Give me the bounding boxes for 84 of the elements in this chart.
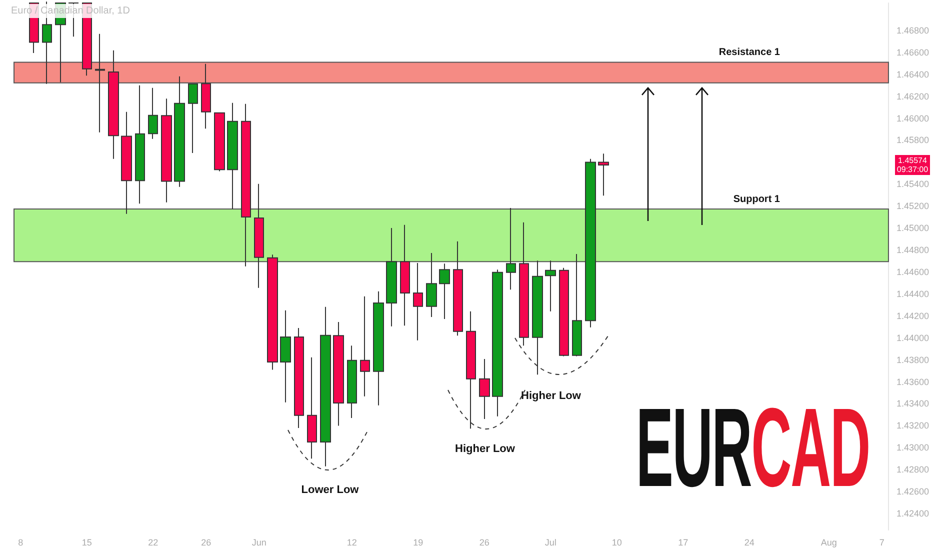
x-tick-label: 12 <box>346 538 357 548</box>
y-tick-label: 1.45800 <box>896 135 930 146</box>
band-label: Support 1 <box>733 194 780 205</box>
candlestick <box>214 112 225 172</box>
candlestick <box>254 183 264 288</box>
x-tick-label: Jun <box>252 538 266 548</box>
candlestick <box>108 50 119 160</box>
y-tick-label: 1.44800 <box>896 245 930 256</box>
candlestick <box>519 222 529 346</box>
candlestick <box>227 102 238 210</box>
x-tick-label: 24 <box>744 538 754 548</box>
candlestick <box>506 207 516 290</box>
candlestick <box>413 262 423 341</box>
candlestick <box>453 240 463 336</box>
y-tick-label: 1.44000 <box>896 332 930 343</box>
annotation: Higher Low <box>521 390 581 402</box>
y-tick-label: 1.46800 <box>896 25 930 36</box>
y-tick-label: 1.46000 <box>896 113 930 124</box>
annotation: Higher Low <box>455 443 515 455</box>
candlestick <box>333 321 344 426</box>
candlestick <box>373 290 384 406</box>
candlestick <box>280 310 291 403</box>
y-tick-label: 1.42800 <box>896 464 930 475</box>
candlestick <box>545 260 556 312</box>
candlestick <box>201 63 211 130</box>
candlestick <box>492 269 503 417</box>
x-tick-label: 10 <box>612 538 622 548</box>
text: 09:37:00 <box>896 165 930 174</box>
y-tick-label: 1.42600 <box>896 486 930 497</box>
x-tick-label: 26 <box>479 538 490 548</box>
candlestick <box>559 267 569 357</box>
candlestick <box>439 263 450 320</box>
candlestick <box>148 87 158 140</box>
x-tick-label: Aug <box>820 538 837 548</box>
candlestick <box>294 327 304 429</box>
annotation: EURCAD <box>636 385 870 510</box>
candlestick <box>320 306 331 467</box>
candlestick <box>572 253 582 357</box>
y-tick-label: 1.45400 <box>896 179 930 190</box>
y-tick-label: 1.43600 <box>896 376 930 387</box>
y-tick-label: 1.46400 <box>896 69 930 80</box>
candlestick <box>174 76 185 188</box>
y-tick-label: 1.45200 <box>896 201 930 212</box>
y-tick-label: 1.44600 <box>896 266 930 277</box>
candlestick <box>386 227 397 327</box>
y-tick-label: 1.45000 <box>896 223 930 234</box>
annotation: Lower Low <box>301 484 359 496</box>
y-tick-label: 1.43200 <box>896 420 930 431</box>
candlestick <box>585 158 596 328</box>
y-tick-label: 1.46600 <box>896 47 930 58</box>
candlestick <box>466 310 476 430</box>
text: 1.45574 <box>897 156 928 166</box>
y-tick-label: 1.43800 <box>896 354 930 365</box>
y-tick-label: 1.42400 <box>896 508 930 519</box>
candlestick <box>95 33 105 133</box>
x-tick-label: Jul <box>544 538 556 548</box>
y-tick-label: 1.46200 <box>896 91 930 102</box>
x-tick-label: 8 <box>18 538 24 548</box>
candlestick <box>267 254 278 370</box>
chart-title: Euro / Canadian Dollar, 1D <box>11 6 130 16</box>
candlestick <box>479 358 490 420</box>
candlestick <box>532 260 543 376</box>
x-tick-label: 22 <box>148 538 158 548</box>
band-label: Resistance 1 <box>718 47 780 58</box>
candlestick <box>360 296 370 397</box>
candlestick <box>135 84 145 204</box>
y-tick-label: 1.44200 <box>896 310 930 321</box>
candlestick <box>121 111 132 214</box>
y-tick-label: 1.43400 <box>896 398 930 409</box>
candlestick <box>188 83 198 154</box>
candlestick <box>400 224 410 326</box>
candlestick <box>241 103 251 267</box>
x-tick-label: 7 <box>879 538 884 548</box>
x-tick-label: 19 <box>413 538 424 548</box>
candlestick <box>307 356 317 460</box>
candlestick <box>161 98 172 203</box>
candlestick <box>426 252 437 318</box>
candlestick <box>347 345 357 419</box>
x-tick-label: 26 <box>201 538 212 548</box>
y-tick-label: 1.43000 <box>896 442 930 453</box>
x-tick-label: 15 <box>82 538 92 548</box>
candlestick <box>598 153 609 196</box>
y-tick-label: 1.44400 <box>896 288 930 299</box>
x-tick-label: 17 <box>678 538 688 548</box>
